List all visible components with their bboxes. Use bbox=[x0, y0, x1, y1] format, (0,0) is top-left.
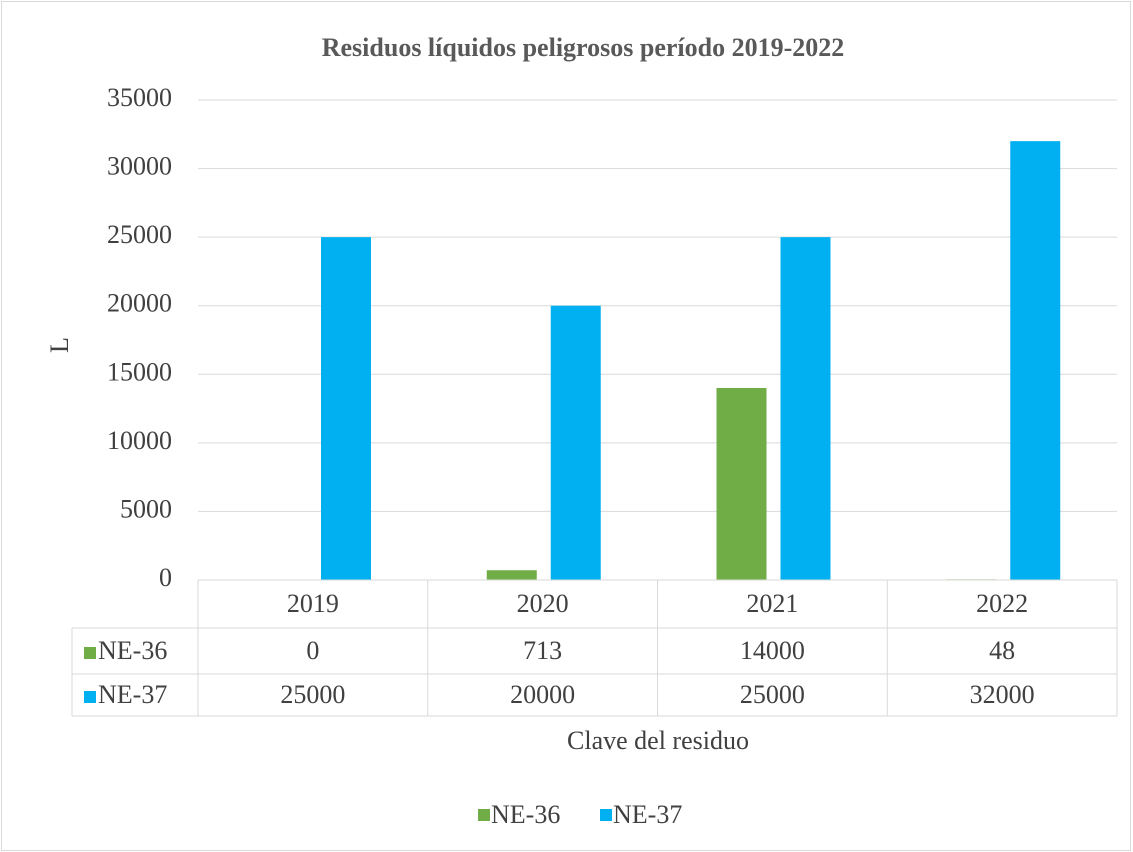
x-axis-label: Clave del residuo bbox=[567, 726, 749, 755]
y-tick-label: 10000 bbox=[107, 426, 172, 455]
legend-label: NE-36 bbox=[491, 800, 560, 829]
table-series-name: NE-36 bbox=[98, 636, 167, 665]
x-tick-label: 2020 bbox=[517, 589, 569, 618]
y-tick-label: 25000 bbox=[107, 220, 172, 249]
table-value: 0 bbox=[306, 636, 319, 665]
table-value: 25000 bbox=[280, 680, 345, 709]
table-value: 25000 bbox=[740, 680, 805, 709]
y-tick-label: 5000 bbox=[120, 494, 172, 523]
y-tick-label: 20000 bbox=[107, 289, 172, 318]
table-value: 713 bbox=[523, 636, 562, 665]
legend-key bbox=[600, 809, 612, 821]
chart-title: Residuos líquidos peligrosos período 201… bbox=[322, 33, 845, 62]
bar bbox=[550, 305, 601, 580]
x-tick-label: 2022 bbox=[976, 589, 1028, 618]
x-tick-label: 2021 bbox=[746, 589, 798, 618]
table-legend-key bbox=[84, 691, 96, 703]
bar bbox=[321, 237, 371, 580]
table-legend-key bbox=[84, 647, 96, 659]
table-value: 14000 bbox=[740, 636, 805, 665]
y-tick-label: 30000 bbox=[107, 152, 172, 181]
x-tick-label: 2019 bbox=[287, 589, 339, 618]
legend-label: NE-37 bbox=[613, 800, 682, 829]
table-value: 32000 bbox=[970, 680, 1035, 709]
legend-key bbox=[478, 809, 490, 821]
y-tick-label: 35000 bbox=[107, 83, 172, 112]
table-series-name: NE-37 bbox=[98, 680, 167, 709]
y-axis-label: L bbox=[45, 337, 74, 353]
bar bbox=[716, 388, 767, 580]
bar bbox=[780, 237, 831, 580]
table-value: 48 bbox=[989, 636, 1015, 665]
table-value: 20000 bbox=[510, 680, 575, 709]
y-tick-label: 0 bbox=[159, 563, 172, 592]
bar bbox=[1010, 141, 1061, 580]
y-tick-label: 15000 bbox=[107, 357, 172, 386]
bar bbox=[486, 570, 537, 580]
